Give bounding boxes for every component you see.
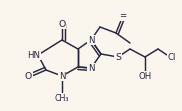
Text: Cl: Cl xyxy=(168,53,176,61)
Text: O: O xyxy=(58,20,66,29)
Text: HN: HN xyxy=(27,51,40,59)
Text: N: N xyxy=(88,36,94,45)
Text: CH₃: CH₃ xyxy=(55,94,69,103)
Text: N: N xyxy=(59,71,65,80)
Text: N: N xyxy=(88,63,94,72)
Text: O: O xyxy=(25,71,32,80)
Text: S: S xyxy=(115,53,121,61)
Text: =: = xyxy=(119,11,126,20)
Text: OH: OH xyxy=(138,72,152,81)
